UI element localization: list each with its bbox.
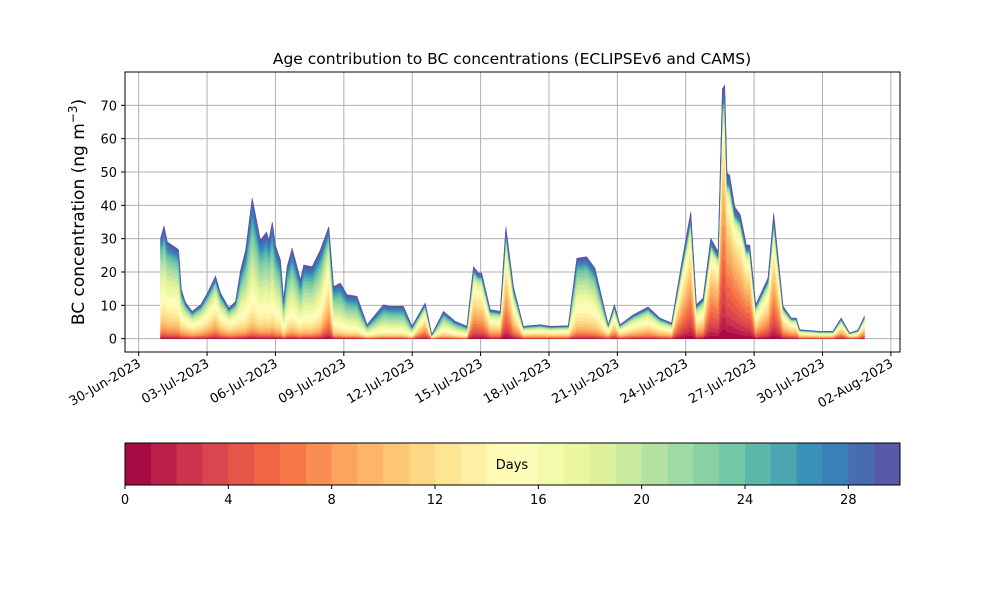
colorbar-bin-25 (770, 443, 798, 485)
colorbar-bin-12 (435, 443, 462, 485)
x-tick-label: 24-Jul-2023 (618, 356, 691, 407)
colorbar-bin-8 (331, 443, 358, 485)
colorbar-bin-15 (512, 443, 539, 485)
colorbar-frame (124, 442, 901, 486)
x-tick-label: 30-Jun-2023 (67, 356, 144, 409)
colorbar-bin-4 (228, 443, 255, 485)
colorbar-bin-18 (590, 443, 617, 485)
colorbar-bin-22 (693, 443, 720, 485)
x-tick-label: 09-Jul-2023 (276, 356, 349, 407)
colorbar-tick-label: 12 (427, 493, 444, 508)
colorbar-bin-23 (719, 443, 746, 485)
x-tick-label: 12-Jul-2023 (344, 356, 417, 407)
colorbar-bin-20 (641, 443, 668, 485)
age-band-29 (160, 84, 865, 336)
y-tick-label: 50 (100, 166, 117, 181)
colorbar-tick-label: 28 (840, 493, 857, 508)
x-tick-label: 15-Jul-2023 (413, 356, 486, 407)
x-tick-label: 18-Jul-2023 (481, 356, 554, 407)
y-tick-label: 0 (109, 333, 117, 348)
colorbar-bin-0 (125, 443, 152, 485)
y-axis-label: BC concentration (ng m−3) (66, 99, 89, 325)
colorbar-bin-27 (822, 443, 849, 485)
colorbar-bin-26 (796, 443, 823, 485)
colorbar-bin-3 (202, 443, 229, 485)
y-tick-label: 70 (100, 99, 117, 114)
colorbar-label: Days (496, 458, 529, 473)
y-axis-label-close: ) (69, 99, 89, 106)
colorbar-bin-10 (383, 443, 410, 485)
colorbar-bin-9 (357, 443, 384, 485)
colorbar-bin-7 (305, 443, 333, 485)
colorbar-bin-16 (538, 443, 565, 485)
colorbar-bin-1 (150, 443, 178, 485)
colorbar-tick-label: 4 (224, 493, 232, 508)
colorbar-tick-label: 0 (121, 493, 129, 508)
colorbar-bin-24 (745, 443, 772, 485)
x-tick-label: 03-Jul-2023 (139, 356, 212, 407)
colorbar-bin-28 (848, 443, 875, 485)
colorbar-bin-19 (615, 443, 643, 485)
colorbar: Days 0 4 8 12 16 20 24 28 (121, 442, 901, 508)
colorbar-bin-21 (667, 443, 694, 485)
age-bands (160, 84, 865, 339)
y-tick-label: 10 (100, 299, 117, 314)
y-axis-label-exponent: −3 (66, 105, 80, 123)
y-tick-label: 40 (100, 199, 117, 214)
colorbar-bin-11 (409, 443, 436, 485)
y-tick-label: 20 (100, 266, 117, 281)
colorbar-bin-13 (460, 443, 488, 485)
colorbar-tick-label: 8 (328, 493, 336, 508)
colorbar-bin-14 (486, 443, 513, 485)
colorbar-tick-label: 16 (530, 493, 547, 508)
colorbar-bin-29 (874, 443, 901, 485)
x-tick-label: 21-Jul-2023 (550, 356, 623, 407)
plot-frame (124, 71, 901, 353)
colorbar-tick-label: 24 (737, 493, 754, 508)
colorbar-tick-label: 20 (633, 493, 650, 508)
colorbar-bin-17 (564, 443, 591, 485)
chart-title: Age contribution to BC concentrations (E… (273, 50, 751, 68)
y-tick-label: 30 (100, 233, 117, 248)
y-axis: 0 10 20 30 40 50 60 70 (100, 99, 125, 348)
x-tick-label: 02-Aug-2023 (816, 356, 896, 411)
x-tick-label: 27-Jul-2023 (686, 356, 759, 407)
colorbar-bin-2 (176, 443, 203, 485)
colorbar-bin-6 (280, 443, 307, 485)
colorbar-bin-5 (254, 443, 281, 485)
x-axis: 30-Jun-202303-Jul-202306-Jul-202309-Jul-… (67, 352, 896, 412)
y-axis-label-main: BC concentration (ng m (69, 123, 89, 325)
x-tick-label: 06-Jul-2023 (208, 356, 281, 407)
y-tick-label: 60 (100, 133, 117, 148)
